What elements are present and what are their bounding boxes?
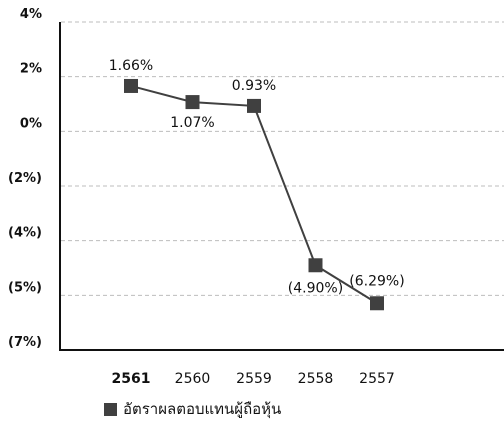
series-line: [130, 84, 378, 305]
x-tick-labels: 2561 2560 2559 2558 2557: [112, 371, 395, 387]
y-tick-labels: 4% 2% 0% (2%) (4%) (5%) (7%): [8, 7, 42, 350]
y-tick-label: (4%): [8, 226, 42, 241]
y-tick-label: (2%): [8, 171, 42, 186]
legend-swatch: [104, 402, 117, 416]
y-tick-label: 2%: [20, 62, 42, 77]
data-labels: 1.66% 1.07% 0.93% (4.90%) (6.29%): [109, 58, 405, 296]
y-tick-label: (5%): [8, 280, 42, 295]
series-polyline: [130, 84, 378, 305]
y-tick-label: (7%): [8, 335, 42, 350]
data-label: (6.29%): [349, 273, 404, 289]
y-tick-label: 4%: [20, 7, 42, 22]
series-markers: [124, 78, 384, 311]
gridlines: [61, 21, 504, 296]
data-label: 1.66%: [109, 58, 153, 74]
data-marker: [124, 78, 138, 93]
axes: [59, 22, 504, 351]
legend: อัตราผลตอบแทนผู้ถือหุ้น: [104, 397, 281, 421]
y-tick-label: 0%: [20, 116, 42, 131]
x-tick-label: 2559: [236, 371, 272, 387]
data-label: 1.07%: [170, 115, 214, 131]
data-marker: [308, 258, 323, 273]
x-tick-label: 2557: [359, 371, 395, 387]
data-marker: [247, 98, 261, 113]
legend-label: อัตราผลตอบแทนผู้ถือหุ้น: [123, 400, 282, 418]
data-marker: [185, 95, 200, 110]
data-label: 0.93%: [232, 78, 276, 94]
data-label: (4.90%): [288, 280, 343, 296]
x-tick-label: 2560: [175, 371, 211, 387]
x-tick-label: 2558: [298, 371, 334, 387]
x-tick-label: 2561: [112, 371, 151, 387]
data-marker: [370, 296, 384, 311]
